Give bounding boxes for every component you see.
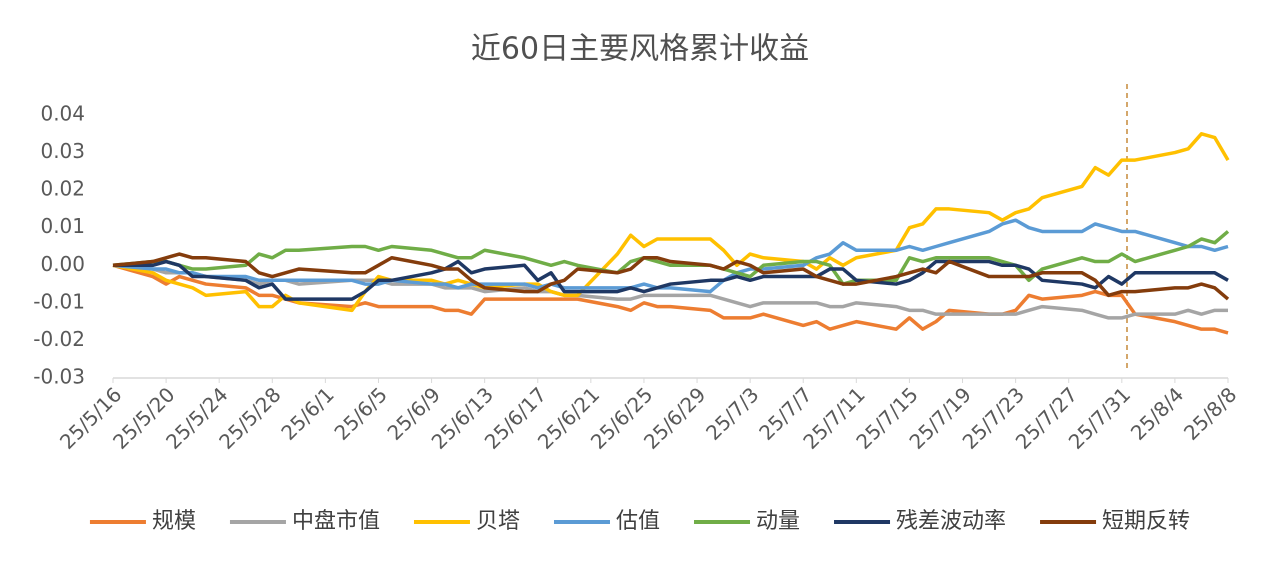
legend: 规模 中盘市值 贝塔 估值 动量 残差波动率 短期反转 <box>89 509 1190 534</box>
x-tick-label: 25/8/4 <box>1126 382 1188 444</box>
legend-item: 动量 <box>694 509 800 534</box>
legend-label: 动量 <box>756 509 800 534</box>
y-tick-label: 0.03 <box>40 139 85 163</box>
legend-label: 规模 <box>152 509 196 534</box>
series-line <box>112 252 1230 301</box>
chart-title: 近60日主要风格累计收益 <box>471 32 809 67</box>
series-line <box>113 259 1229 301</box>
series-line <box>112 230 1230 286</box>
y-tick-label: 0.00 <box>40 252 85 276</box>
legend-label: 估值 <box>616 509 660 534</box>
legend-label: 中盘市值 <box>292 509 380 534</box>
legend-label: 贝塔 <box>476 509 520 534</box>
legend-item: 规模 <box>89 509 196 534</box>
y-tick-label: -0.03 <box>33 365 85 389</box>
y-tick-label: -0.01 <box>33 289 85 313</box>
x-tick-label: 25/8/8 <box>1179 382 1241 444</box>
legend-item: 贝塔 <box>413 509 520 534</box>
y-tick-label: 0.01 <box>40 214 85 238</box>
y-tick-label: 0.02 <box>40 177 85 201</box>
legend-item: 中盘市值 <box>229 509 380 534</box>
series-line <box>112 132 1230 313</box>
legend-label: 短期反转 <box>1102 509 1190 534</box>
legend-item: 短期反转 <box>1040 509 1190 534</box>
x-tick-label: 25/6/5 <box>329 382 391 444</box>
y-tick-label: -0.02 <box>33 327 85 351</box>
legend-item: 残差波动率 <box>834 509 1006 534</box>
y-tick-label: 0.04 <box>40 102 85 126</box>
legend-label: 残差波动率 <box>896 509 1006 534</box>
series-line <box>112 218 1229 294</box>
x-tick-label: 25/7/3 <box>701 382 763 444</box>
legend-item: 估值 <box>553 509 660 534</box>
series-line <box>112 263 1228 320</box>
x-tick-label: 25/6/1 <box>276 382 338 444</box>
